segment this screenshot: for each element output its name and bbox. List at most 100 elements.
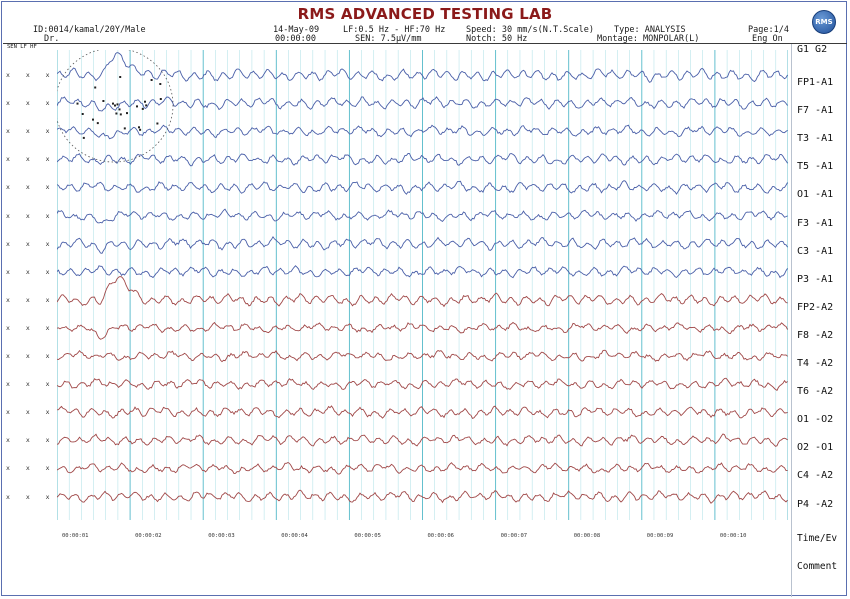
header-divider — [3, 43, 847, 44]
selection-marker — [156, 122, 159, 125]
eeg-trace — [57, 377, 788, 391]
channel-label[interactable]: C3 -A1 — [797, 245, 834, 257]
eeg-trace — [57, 180, 788, 195]
eeg-waveform-area[interactable] — [57, 50, 788, 520]
time-mark: 00:00:07 — [500, 533, 528, 539]
selection-marker — [82, 136, 85, 139]
channel-settings-marks[interactable]: x x x — [6, 464, 56, 473]
channel-label[interactable]: T6 -A2 — [797, 386, 834, 398]
eeg-trace — [57, 489, 788, 504]
channel-label[interactable]: O1 -A1 — [797, 189, 834, 201]
selection-marker — [92, 118, 94, 121]
eeg-trace — [57, 433, 788, 447]
time-ev-label[interactable]: Time/Ev — [797, 533, 838, 544]
selection-marker — [144, 100, 146, 103]
time-mark: 00:00:05 — [354, 533, 381, 539]
channel-label[interactable]: T5 -A1 — [797, 161, 834, 173]
selection-marker — [136, 105, 138, 108]
channel-settings-marks[interactable]: x x x — [6, 99, 56, 108]
record-date: 14-May-09 — [273, 25, 320, 35]
channel-label[interactable]: F7 -A1 — [797, 105, 834, 117]
selection-marker — [102, 100, 105, 102]
analysis-type: Type: ANALYSIS — [614, 25, 686, 35]
selection-marker — [119, 76, 122, 78]
eeg-trace — [57, 52, 788, 83]
selection-marker — [138, 126, 140, 129]
selection-marker — [159, 98, 162, 100]
channel-label[interactable]: F8 -A2 — [797, 329, 834, 341]
selection-marker — [141, 107, 144, 110]
channel-settings-marks[interactable]: x x x — [6, 267, 56, 276]
channel-label[interactable]: T4 -A2 — [797, 358, 834, 369]
notch-setting: Notch: 50 Hz — [466, 34, 528, 44]
channel-label[interactable]: C4 -A2 — [797, 470, 834, 482]
selection-marker — [119, 113, 122, 116]
selection-marker — [123, 127, 126, 130]
record-time: 00:00:00 — [275, 34, 316, 44]
time-mark: 00:00:02 — [135, 533, 162, 539]
eeg-trace — [57, 461, 788, 475]
channel-settings-marks[interactable]: x x x — [6, 295, 56, 304]
sensitivity-setting: SEN: 7.5µV/mm — [355, 34, 422, 44]
channel-settings-marks[interactable]: x x x — [6, 127, 56, 136]
speed-setting: Speed: 30 mm/s(N.T.Scale) — [466, 25, 594, 35]
channel-settings-marks[interactable]: x x x — [6, 239, 56, 248]
time-mark: 00:00:03 — [208, 533, 235, 539]
selection-marker — [145, 104, 148, 107]
eeg-trace — [57, 236, 788, 254]
eeg-traces — [57, 52, 788, 504]
selection-marker — [150, 79, 153, 81]
channel-label[interactable]: F3 -A1 — [797, 217, 834, 229]
channel-settings-marks[interactable]: x x x — [6, 492, 56, 501]
montage-setting: Montage: MONPOLAR(L) — [597, 34, 700, 44]
channel-settings-marks[interactable]: x x x — [6, 211, 56, 220]
time-mark: 00:00:04 — [281, 533, 308, 539]
selection-marker — [94, 86, 97, 89]
rms-logo-icon: RMS — [812, 10, 836, 34]
channel-settings-marks[interactable]: x x x — [6, 380, 56, 389]
channel-settings-marks[interactable]: x x x — [6, 155, 56, 164]
lab-title: RMS ADVANCED TESTING LAB — [297, 5, 553, 23]
eeg-trace — [57, 124, 788, 140]
selection-marker — [115, 112, 118, 115]
channel-settings-marks[interactable]: x x x — [6, 408, 56, 417]
eeg-trace — [57, 208, 788, 224]
selection-marker — [159, 83, 162, 85]
channel-settings-marks[interactable]: x x x — [6, 71, 56, 79]
channel-settings-marks[interactable]: x x x — [6, 183, 56, 192]
selection-marker — [139, 128, 142, 131]
channel-label[interactable]: FP1-A1 — [797, 77, 834, 88]
selection-marker — [81, 113, 84, 115]
time-gridlines — [57, 50, 788, 520]
eeg-trace — [57, 349, 788, 363]
channel-settings-marks[interactable]: x x x — [6, 323, 56, 332]
channel-label[interactable]: P3 -A1 — [797, 273, 834, 285]
selection-circle[interactable] — [57, 50, 174, 163]
eeg-trace — [57, 265, 788, 279]
channel-label[interactable]: O2 -O1 — [797, 442, 834, 454]
eeg-trace — [57, 96, 788, 112]
selection-marker — [114, 104, 116, 107]
time-mark: 00:00:09 — [646, 533, 674, 539]
eng-status: Eng On — [752, 34, 783, 44]
sen-lf-hf-header: SEN LF HF — [7, 44, 37, 50]
channel-settings-marks[interactable]: x x x — [6, 352, 56, 360]
channel-label[interactable]: O1 -O2 — [797, 414, 834, 426]
eeg-trace — [57, 405, 788, 420]
time-mark: 00:00:06 — [427, 533, 455, 539]
comment-label[interactable]: Comment — [797, 561, 838, 572]
channel-label[interactable]: T3 -A1 — [797, 133, 834, 145]
selection-marker — [96, 122, 99, 125]
selection-marker — [112, 102, 114, 105]
channel-label[interactable]: P4 -A2 — [797, 498, 834, 510]
time-mark: 00:00:08 — [573, 533, 601, 539]
channel-settings-marks[interactable]: x x x — [6, 436, 56, 445]
time-mark: 00:00:10 — [719, 533, 747, 539]
time-mark: 00:00:01 — [62, 533, 89, 539]
eeg-trace — [57, 153, 788, 167]
channel-label[interactable]: FP2-A2 — [797, 301, 834, 313]
eeg-trace — [57, 321, 788, 340]
selection-marker — [118, 108, 121, 111]
page-indicator: Page:1/4 — [748, 25, 789, 35]
